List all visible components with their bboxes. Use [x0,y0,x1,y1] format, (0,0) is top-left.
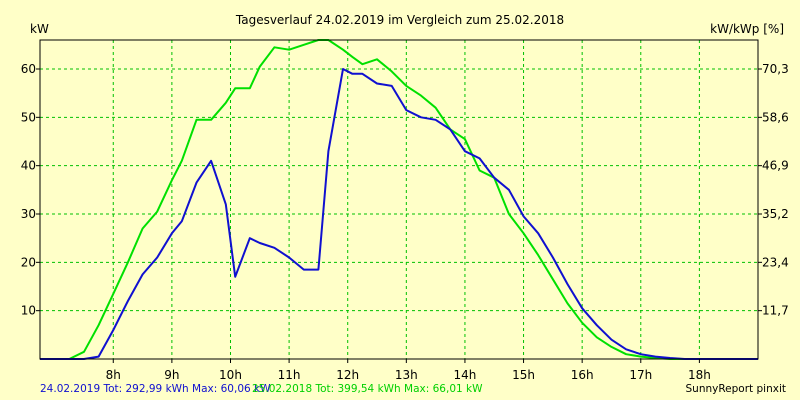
y-tick-label-right: 70,3 [762,62,789,76]
legend-stats-2019: 24.02.2019 Tot: 292,99 kWh Max: 60,06 kW [40,383,271,395]
x-tick-label: 18h [688,368,711,382]
y-tick-label-left: 60 [21,62,36,76]
x-tick-label: 15h [512,368,535,382]
y-tick-label-left: 40 [21,159,36,173]
x-tick-label: 9h [164,368,179,382]
y-tick-label-left: 20 [21,255,36,269]
brand-credit: SunnyReport pinxit [686,383,786,395]
right-axis-label: kW/kWp [%] [710,22,784,36]
series-line-24-02-2019 [40,68,758,360]
tick-layer: 8h 9h 10h 11h 12h 13h 14h 15h 16h 17h 18h 10 11,7 20 2… [21,62,789,382]
left-axis-label: kW [30,22,49,36]
x-tick-label: 14h [454,368,477,382]
x-tick-label: 12h [336,368,359,382]
x-tick-label: 11h [278,368,301,382]
plot-frame [39,39,759,360]
series-line-25-02-2018 [40,39,758,360]
y-tick-label-right: 11,7 [762,304,789,318]
series-layer [40,39,758,360]
y-tick-label-left: 30 [21,207,36,221]
y-tick-label-left: 10 [21,304,36,318]
grid-layer [40,40,758,359]
y-tick-label-right: 35,2 [762,207,789,221]
y-tick-label-right: 58,6 [762,110,789,124]
chart-title: Tagesverlauf 24.02.2019 im Vergleich zum… [235,13,564,27]
legend-stats-2018: 25.02.2018 Tot: 399,54 kWh Max: 66,01 kW [252,383,483,395]
x-tick-label: 16h [571,368,594,382]
x-tick-label: 17h [629,368,652,382]
y-tick-label-right: 23,4 [762,255,789,269]
x-tick-label: 8h [106,368,121,382]
y-tick-label-left: 50 [21,110,36,124]
x-tick-label: 13h [395,368,418,382]
y-tick-label-right: 46,9 [762,159,789,173]
x-tick-label: 10h [219,368,242,382]
